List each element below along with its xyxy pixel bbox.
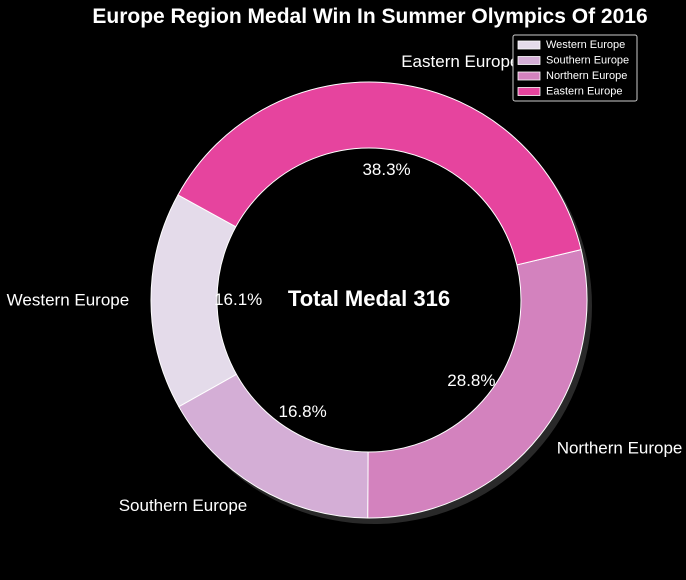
donut-hole	[216, 147, 522, 453]
legend-swatch-eastern-europe	[517, 87, 541, 96]
center-total-label: Total Medal 316	[288, 286, 450, 311]
legend: Western Europe Southern Europe Northern Eu…	[512, 34, 638, 102]
percent-label-western-europe: 16.1%	[214, 290, 262, 309]
percent-labels-group: 16.1% 16.8% 28.8% 38.3%	[214, 160, 495, 421]
legend-label-northern-europe: Northern Europe	[546, 70, 627, 82]
outer-label-northern-europe: Northern Europe	[557, 439, 683, 458]
legend-label-southern-europe: Southern Europe	[546, 54, 629, 66]
chart-title: Europe Region Medal Win In Summer Olympi…	[92, 5, 647, 28]
legend-swatch-western-europe	[517, 40, 541, 50]
outer-labels-group: Western Europe Southern Europe Northern Eu…	[7, 52, 683, 515]
percent-label-eastern-europe: 38.3%	[362, 160, 410, 179]
legend-label-eastern-europe: Eastern Europe	[546, 85, 622, 97]
outer-label-western-europe: Western Europe	[7, 291, 130, 310]
percent-label-southern-europe: 16.8%	[278, 402, 326, 421]
legend-swatch-northern-europe	[517, 71, 541, 81]
legend-swatch-southern-europe	[517, 56, 541, 65]
outer-label-southern-europe: Southern Europe	[119, 496, 248, 515]
legend-label-western-europe: Western Europe	[546, 39, 625, 51]
legend-frame	[512, 34, 638, 102]
percent-label-northern-europe: 28.8%	[447, 371, 495, 390]
outer-label-eastern-europe: Eastern Europe	[401, 52, 519, 71]
